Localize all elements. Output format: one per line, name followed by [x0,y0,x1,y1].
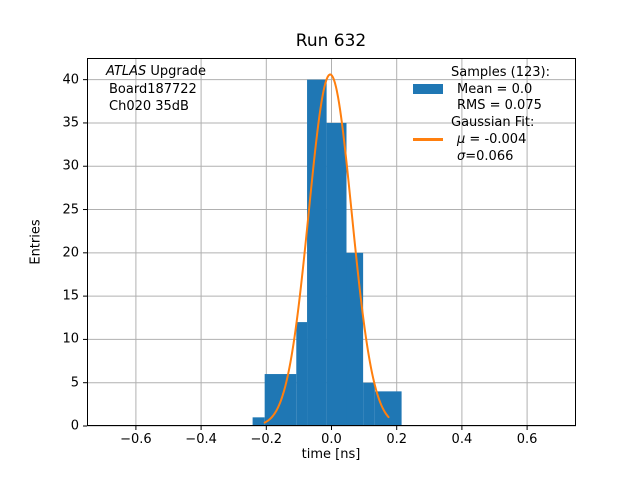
sigma-symbol: σ [457,148,466,164]
y-tick-label: 35 [62,115,79,131]
histogram-bar [346,252,364,426]
y-tick-label: 5 [70,375,79,391]
legend: Samples (123): Mean = 0.0 RMS = 0.075 Ga… [405,64,575,165]
legend-sigma-label: σ =0.066 [405,148,575,165]
x-tick-label: 0.2 [386,432,408,447]
histogram-swatch-icon [413,84,443,95]
axes-spines [87,58,576,426]
x-tick-label: −0.6 [120,432,152,447]
legend-mean-row: Mean = 0.0 [405,81,575,98]
gaussian-curve [263,73,390,424]
y-tick-label: 25 [62,202,79,218]
legend-mean-label: Mean = 0.0 [457,81,533,97]
legend-mu-row: μ = -0.004 [405,131,575,148]
legend-samples-header: Samples (123): [451,64,550,80]
legend-rms-label: RMS = 0.075 [457,98,542,114]
histogram-bars [252,79,402,427]
x-tick-label: 0.0 [321,432,342,447]
annotation-line-atlas: ATLAS Upgrade [106,63,206,81]
histogram-bar [307,79,327,426]
y-tick-label: 30 [62,158,79,174]
y-axis-label: Entries [28,219,44,265]
histogram-bar [296,322,308,426]
histogram-bar [363,382,375,426]
sigma-value: =0.066 [465,148,514,164]
x-tick-label: 0.4 [451,432,473,447]
tick-marks [83,79,528,430]
annotation-atlas-italic: ATLAS [106,64,147,79]
mu-value: = -0.004 [465,132,527,148]
y-tick-label: 20 [62,245,79,261]
annotation-line-board: Board187722 [109,81,197,97]
x-tick-label: −0.2 [250,432,283,447]
annotation-block: ATLAS Upgrade Board187722 Ch020 35dB [106,63,206,116]
legend-mu-label: μ = -0.004 [457,132,526,147]
y-tick-label: 10 [62,331,79,347]
y-tick-label: 40 [62,72,79,88]
y-tick-label: 0 [70,418,79,434]
annotation-line-channel: Ch020 35dB [109,99,189,114]
x-tick-label: −0.4 [185,432,217,447]
chart-title: Run 632 [295,31,367,51]
legend-fit-header: Gaussian Fit: [451,115,535,131]
y-tick-label: 15 [62,288,79,304]
x-axis-label: time [ns] [301,447,361,462]
fit-line-swatch-icon [413,138,443,141]
mu-symbol: μ [457,132,466,148]
plot-canvas [83,58,576,430]
annotation-upgrade: Upgrade [146,64,206,79]
x-tick-label: 0.6 [516,432,538,447]
plot-area [83,58,576,430]
histogram-bar [326,122,347,427]
histogram-bar [252,417,265,426]
